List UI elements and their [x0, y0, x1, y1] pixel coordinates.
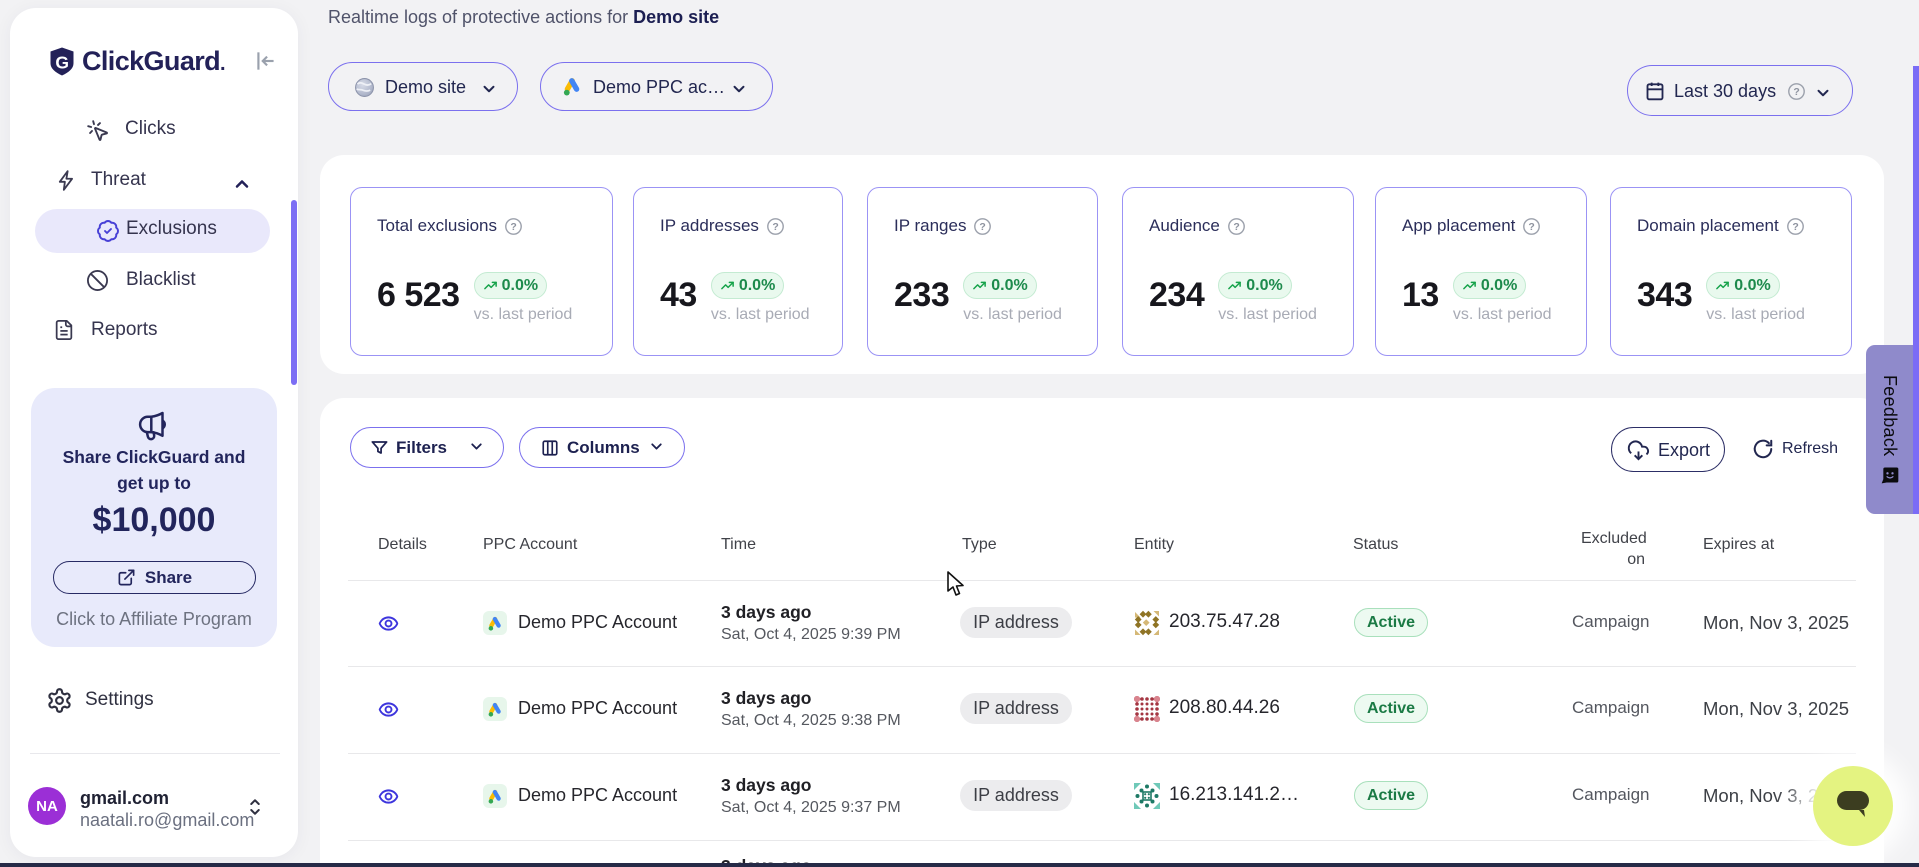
svg-text:G: G [55, 53, 69, 73]
svg-text:?: ? [772, 221, 778, 233]
svg-text:?: ? [510, 221, 516, 233]
svg-text:?: ? [1529, 221, 1535, 233]
svg-text:?: ? [1233, 221, 1239, 233]
svg-text:?: ? [1793, 86, 1799, 98]
svg-text:?: ? [1792, 221, 1798, 233]
svg-text:?: ? [980, 221, 986, 233]
